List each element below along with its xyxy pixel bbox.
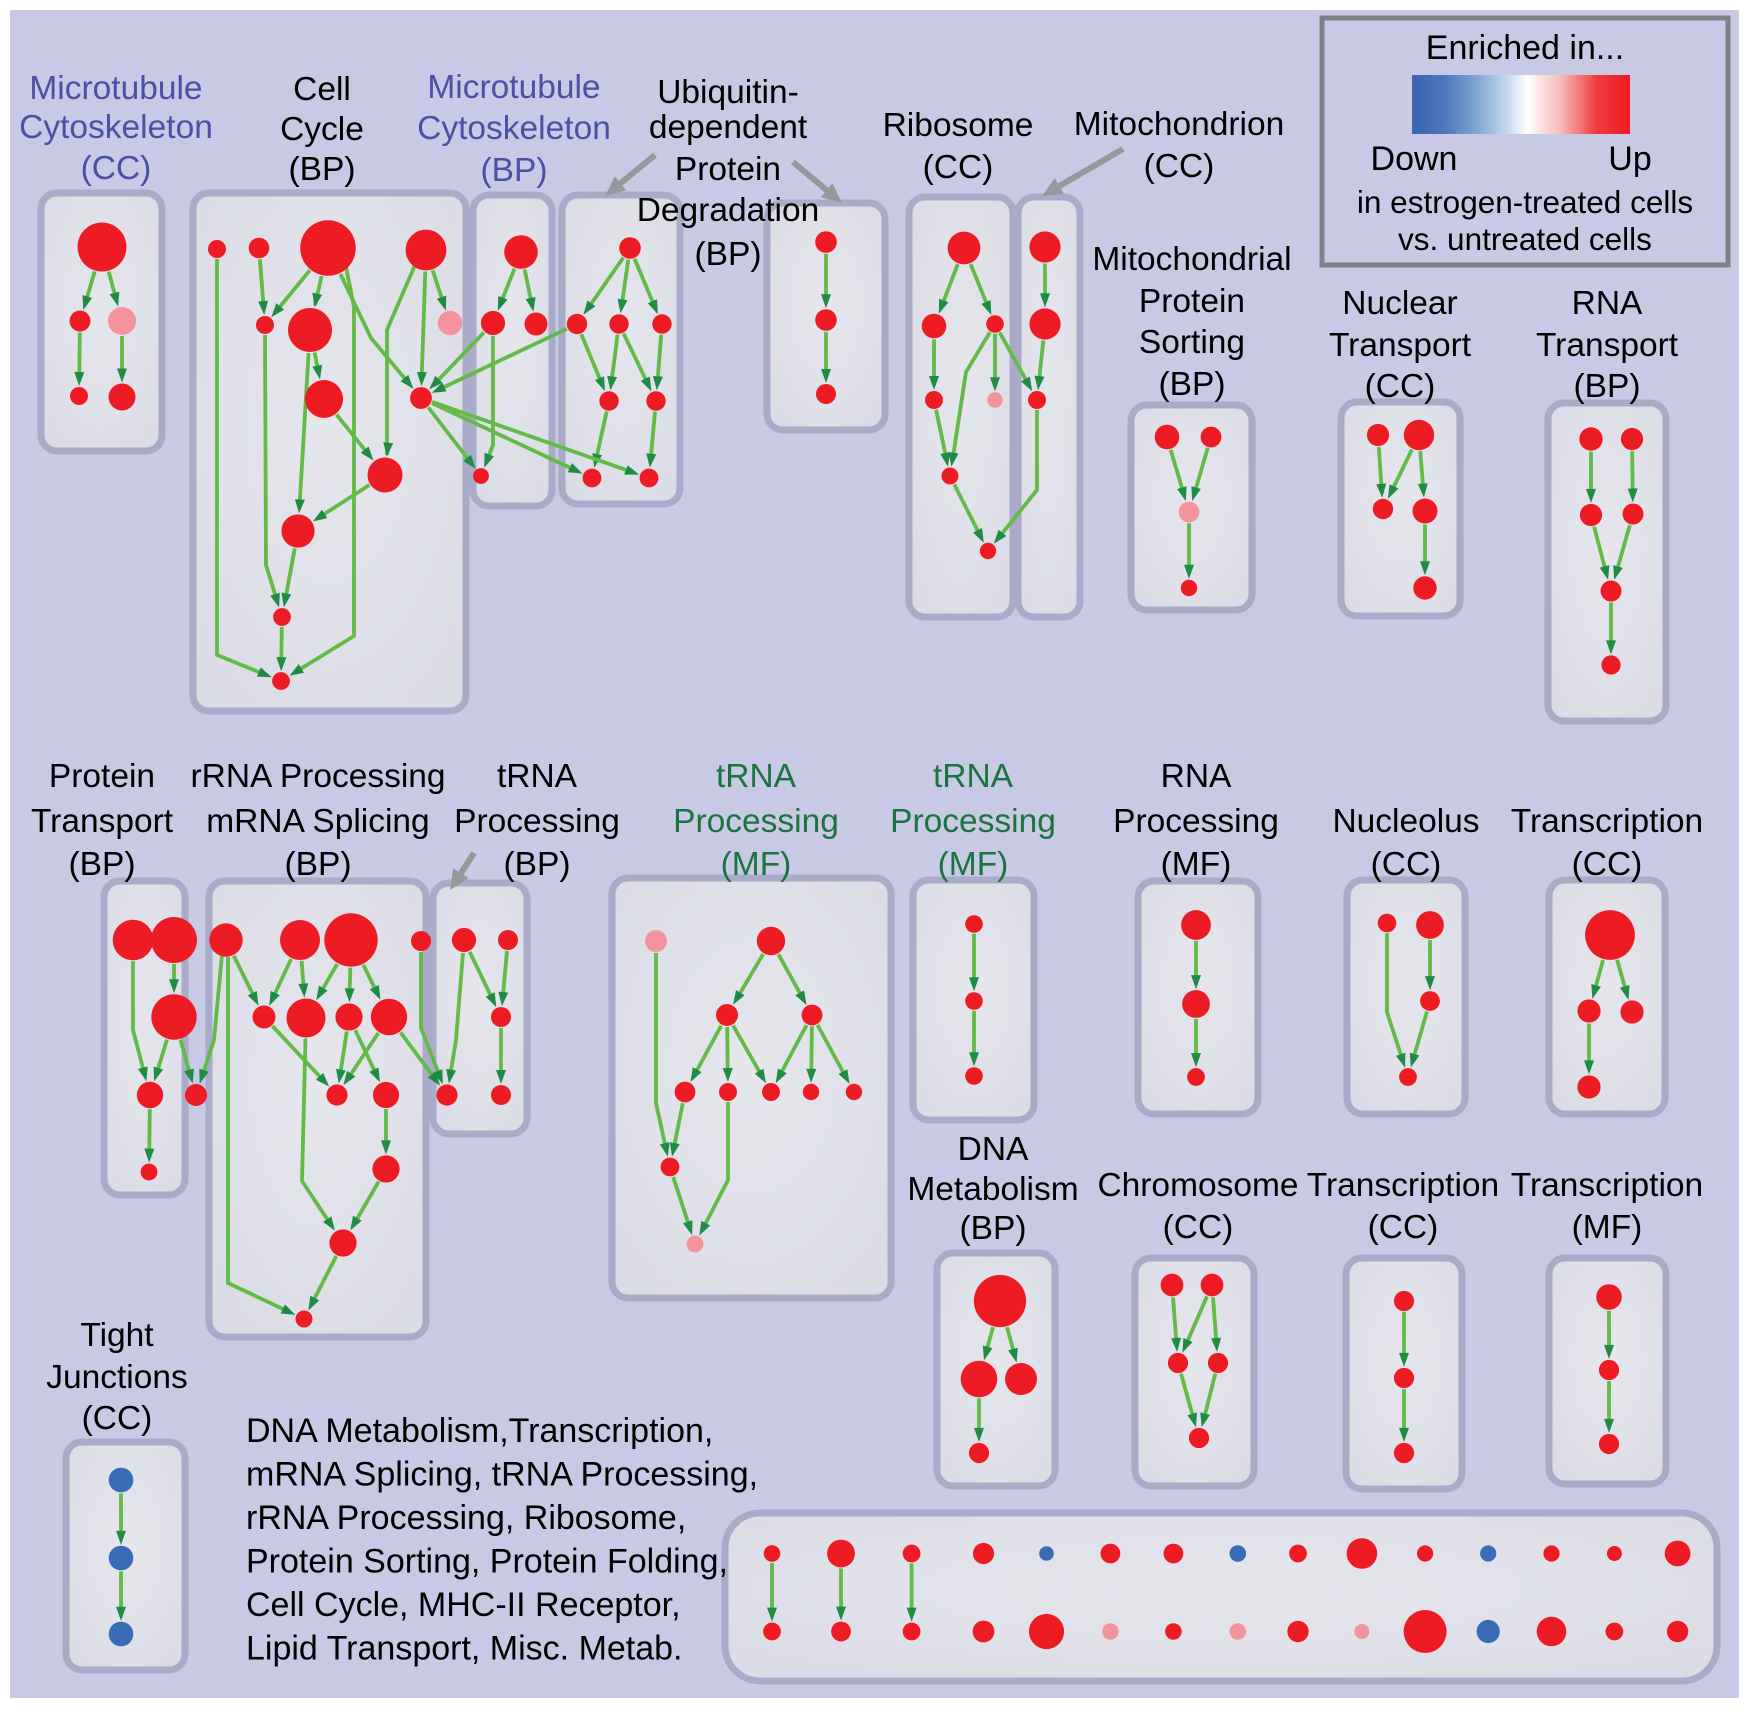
- svg-text:(CC): (CC): [1371, 846, 1442, 883]
- svg-text:Transport: Transport: [1536, 327, 1679, 364]
- svg-text:Up: Up: [1608, 140, 1651, 178]
- svg-text:Chromosome: Chromosome: [1097, 1167, 1298, 1204]
- svg-text:Lipid Transport, Misc. Metab.: Lipid Transport, Misc. Metab.: [246, 1630, 683, 1668]
- svg-text:Nucleolus: Nucleolus: [1332, 803, 1479, 840]
- svg-text:DNA: DNA: [958, 1131, 1029, 1168]
- svg-text:Protein Sorting, Protein Foldi: Protein Sorting, Protein Folding,: [246, 1543, 728, 1581]
- svg-text:(MF): (MF): [721, 846, 792, 883]
- svg-text:Transcription: Transcription: [1511, 1167, 1703, 1204]
- svg-text:rRNA Processing: rRNA Processing: [190, 758, 445, 795]
- svg-text:Protein: Protein: [1139, 283, 1245, 320]
- svg-text:Metabolism: Metabolism: [907, 1171, 1078, 1208]
- svg-text:(BP): (BP): [1159, 366, 1226, 403]
- svg-text:Transport: Transport: [1329, 327, 1472, 364]
- svg-text:(MF): (MF): [1161, 846, 1232, 883]
- svg-text:(CC): (CC): [81, 150, 152, 187]
- svg-text:Processing: Processing: [1113, 803, 1279, 840]
- svg-text:Transcription: Transcription: [1307, 1167, 1499, 1204]
- svg-text:Cell: Cell: [293, 71, 351, 108]
- svg-text:mRNA Splicing: mRNA Splicing: [206, 803, 429, 840]
- svg-text:Tight: Tight: [80, 1317, 154, 1354]
- svg-text:Cycle: Cycle: [280, 111, 364, 148]
- svg-text:Processing: Processing: [454, 803, 620, 840]
- svg-text:(CC): (CC): [1368, 1209, 1439, 1246]
- svg-text:(CC): (CC): [923, 149, 994, 186]
- svg-text:(CC): (CC): [1365, 368, 1436, 405]
- svg-text:Protein: Protein: [49, 758, 155, 795]
- svg-text:Processing: Processing: [890, 803, 1056, 840]
- svg-text:(MF): (MF): [938, 846, 1009, 883]
- svg-text:Microtubule: Microtubule: [29, 70, 202, 107]
- svg-text:Enriched in...: Enriched in...: [1426, 29, 1624, 67]
- svg-text:(CC): (CC): [1572, 846, 1643, 883]
- svg-text:Down: Down: [1371, 140, 1458, 178]
- svg-text:Mitochondrial: Mitochondrial: [1092, 241, 1291, 278]
- svg-text:(CC): (CC): [82, 1400, 153, 1437]
- svg-text:Cytoskeleton: Cytoskeleton: [19, 109, 213, 146]
- svg-text:(BP): (BP): [960, 1210, 1027, 1247]
- svg-text:tRNA: tRNA: [716, 758, 797, 795]
- svg-text:Mitochondrion: Mitochondrion: [1074, 106, 1284, 143]
- svg-text:(BP): (BP): [285, 846, 352, 883]
- svg-text:(BP): (BP): [695, 236, 762, 273]
- svg-text:DNA Metabolism,Transcription,: DNA Metabolism,Transcription,: [246, 1412, 713, 1450]
- svg-text:Nuclear: Nuclear: [1342, 285, 1457, 322]
- svg-text:mRNA Splicing, tRNA Processing: mRNA Splicing, tRNA Processing,: [246, 1456, 758, 1494]
- svg-text:Transcription: Transcription: [1511, 803, 1703, 840]
- svg-text:dependent: dependent: [649, 109, 808, 146]
- svg-text:Cytoskeleton: Cytoskeleton: [417, 110, 611, 147]
- svg-text:(CC): (CC): [1163, 1209, 1234, 1246]
- svg-text:Junctions: Junctions: [46, 1359, 188, 1396]
- svg-text:Protein: Protein: [675, 151, 781, 188]
- svg-text:Microtubule: Microtubule: [427, 69, 600, 106]
- svg-text:(MF): (MF): [1572, 1209, 1643, 1246]
- svg-text:tRNA: tRNA: [933, 758, 1014, 795]
- svg-text:tRNA: tRNA: [497, 758, 578, 795]
- svg-text:Sorting: Sorting: [1139, 324, 1245, 361]
- svg-text:rRNA Processing, Ribosome,: rRNA Processing, Ribosome,: [246, 1499, 686, 1537]
- svg-text:RNA: RNA: [1572, 285, 1643, 322]
- svg-text:Ribosome: Ribosome: [883, 107, 1034, 144]
- svg-text:(BP): (BP): [289, 151, 356, 188]
- svg-text:Cell Cycle, MHC-II Receptor,: Cell Cycle, MHC-II Receptor,: [246, 1586, 681, 1624]
- svg-text:(BP): (BP): [481, 152, 548, 189]
- svg-text:RNA: RNA: [1161, 758, 1232, 795]
- svg-text:(BP): (BP): [69, 846, 136, 883]
- svg-text:(BP): (BP): [504, 846, 571, 883]
- svg-text:Degradation: Degradation: [637, 192, 820, 229]
- svg-text:vs. untreated cells: vs. untreated cells: [1398, 221, 1652, 257]
- svg-text:in estrogen-treated cells: in estrogen-treated cells: [1357, 184, 1693, 220]
- svg-text:(CC): (CC): [1144, 148, 1215, 185]
- svg-text:(BP): (BP): [1574, 368, 1641, 405]
- svg-text:Transport: Transport: [31, 803, 174, 840]
- svg-text:Processing: Processing: [673, 803, 839, 840]
- svg-text:Ubiquitin-: Ubiquitin-: [657, 74, 799, 111]
